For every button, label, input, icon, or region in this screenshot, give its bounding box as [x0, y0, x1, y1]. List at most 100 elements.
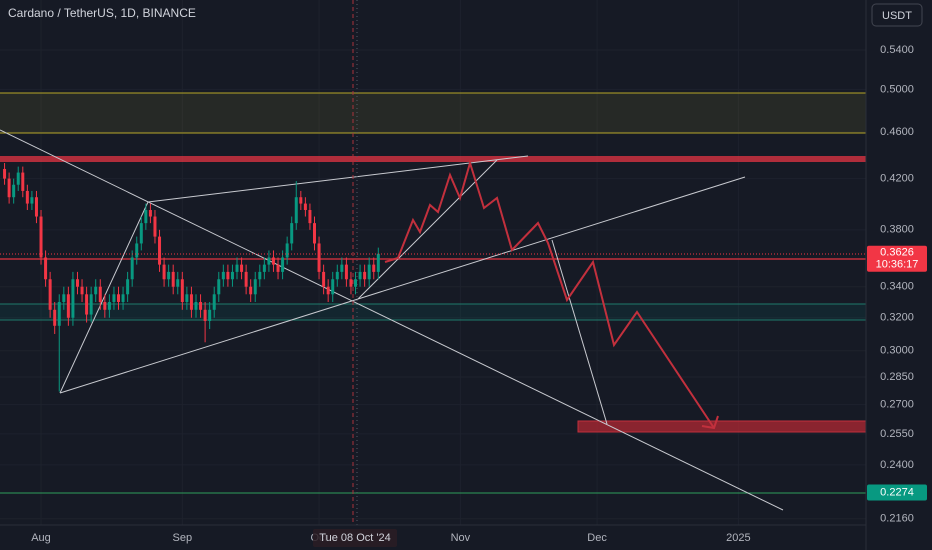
candle-body: [326, 286, 330, 295]
projection-path: [384, 159, 715, 429]
candle-body: [340, 264, 344, 272]
y-tick-label: 0.3400: [880, 281, 914, 293]
candle-body: [135, 243, 139, 258]
candle-body: [312, 223, 316, 244]
candle-body: [7, 178, 11, 198]
candle-body: [199, 301, 203, 310]
candle-body: [130, 257, 134, 280]
candle-body: [194, 301, 198, 310]
candle-body: [25, 190, 29, 204]
axes: 0.5400 0.5000 0.4600 0.4200 0.3800 0.3400 0.32…: [31, 44, 927, 547]
candle-body: [34, 197, 38, 217]
candle-body: [349, 279, 353, 287]
trend-line: [59, 201, 149, 394]
candle-body: [71, 279, 75, 318]
level-price-box: [867, 484, 927, 501]
x-tick-label: 2025: [726, 532, 750, 544]
candle-body: [276, 264, 280, 272]
currency-label[interactable]: USDT: [882, 10, 912, 22]
y-tick-label: 0.2400: [880, 459, 914, 471]
candle-body: [80, 286, 84, 295]
candle-body: [107, 301, 111, 310]
last-price-box: [867, 245, 927, 272]
crosshair-label: Tue 08 Oct '24: [319, 532, 390, 544]
projection-arrow: [701, 415, 719, 430]
target-zone: [577, 420, 867, 433]
x-tick-label: Dec: [587, 532, 607, 544]
candle-body: [44, 257, 48, 280]
candle-body: [39, 216, 43, 258]
time-axis: [0, 525, 866, 550]
candle-body: [16, 172, 20, 185]
candle-body: [208, 309, 212, 321]
candle-body: [89, 294, 93, 315]
candle-body: [226, 271, 230, 280]
candle-body: [271, 257, 275, 265]
drawings: [0, 0, 867, 525]
trend-line: [0, 129, 784, 511]
y-tick-label: 0.4600: [880, 126, 914, 138]
candle-body: [171, 271, 175, 287]
candle-body: [98, 286, 102, 302]
y-tick-label: 0.5400: [880, 44, 914, 56]
trend-line: [551, 239, 608, 425]
currency-button[interactable]: [871, 3, 923, 27]
y-tick-label: 0.3200: [880, 312, 914, 324]
candle-body: [244, 271, 248, 287]
candle-body: [126, 279, 130, 295]
yellow-zone: [0, 93, 866, 133]
candle-body: [185, 294, 189, 302]
candle-body: [240, 264, 244, 272]
y-tick-label: 0.2160: [880, 513, 914, 525]
candle-body: [158, 236, 162, 265]
candle-body: [317, 243, 321, 272]
candle-body: [212, 294, 216, 310]
y-tick-label: 0.2550: [880, 428, 914, 440]
candles: [3, 163, 380, 392]
candle-body: [358, 271, 362, 280]
candle-body: [294, 197, 298, 224]
candle-body: [322, 271, 326, 287]
candle-body: [258, 271, 262, 280]
candle-body: [3, 168, 7, 179]
candle-body: [48, 279, 52, 310]
candle-body: [139, 223, 143, 244]
x-tick-label: Aug: [31, 532, 51, 544]
candle-body: [285, 243, 289, 258]
symbol-title: Cardano / TetherUS, 1D, BINANCE: [8, 6, 196, 20]
candle-body: [189, 294, 193, 310]
y-tick-label: 0.2850: [880, 371, 914, 383]
trend-line: [147, 155, 529, 203]
candle-body: [94, 286, 98, 295]
candle-body: [75, 279, 79, 287]
candle-body: [303, 203, 307, 211]
candle-body: [30, 197, 34, 204]
candle-body: [162, 264, 166, 280]
candle-body: [335, 271, 339, 280]
candle-body: [203, 309, 207, 321]
candle-body: [372, 264, 376, 272]
countdown: 10:36:17: [876, 259, 919, 271]
y-tick-label: 0.3000: [880, 345, 914, 357]
candle-body: [376, 253, 380, 272]
candle-body: [144, 210, 148, 224]
candle-body: [354, 279, 358, 287]
last-price-label: 0.3626: [880, 247, 914, 259]
candle-body: [308, 210, 312, 224]
y-tick-label: 0.2700: [880, 399, 914, 411]
y-tick-label: 0.4200: [880, 173, 914, 185]
candle-body: [176, 279, 180, 287]
candle-body: [85, 294, 89, 315]
x-tick-label: Sep: [173, 532, 193, 544]
y-tick-label: 0.3800: [880, 224, 914, 236]
candle-body: [103, 301, 107, 310]
candle-body: [57, 301, 61, 326]
candle-body: [267, 257, 271, 265]
trend-line: [357, 159, 498, 300]
candle-body: [117, 294, 121, 302]
crosshair-box: [313, 529, 397, 547]
candle-body: [262, 264, 266, 272]
candle-body: [299, 197, 303, 204]
